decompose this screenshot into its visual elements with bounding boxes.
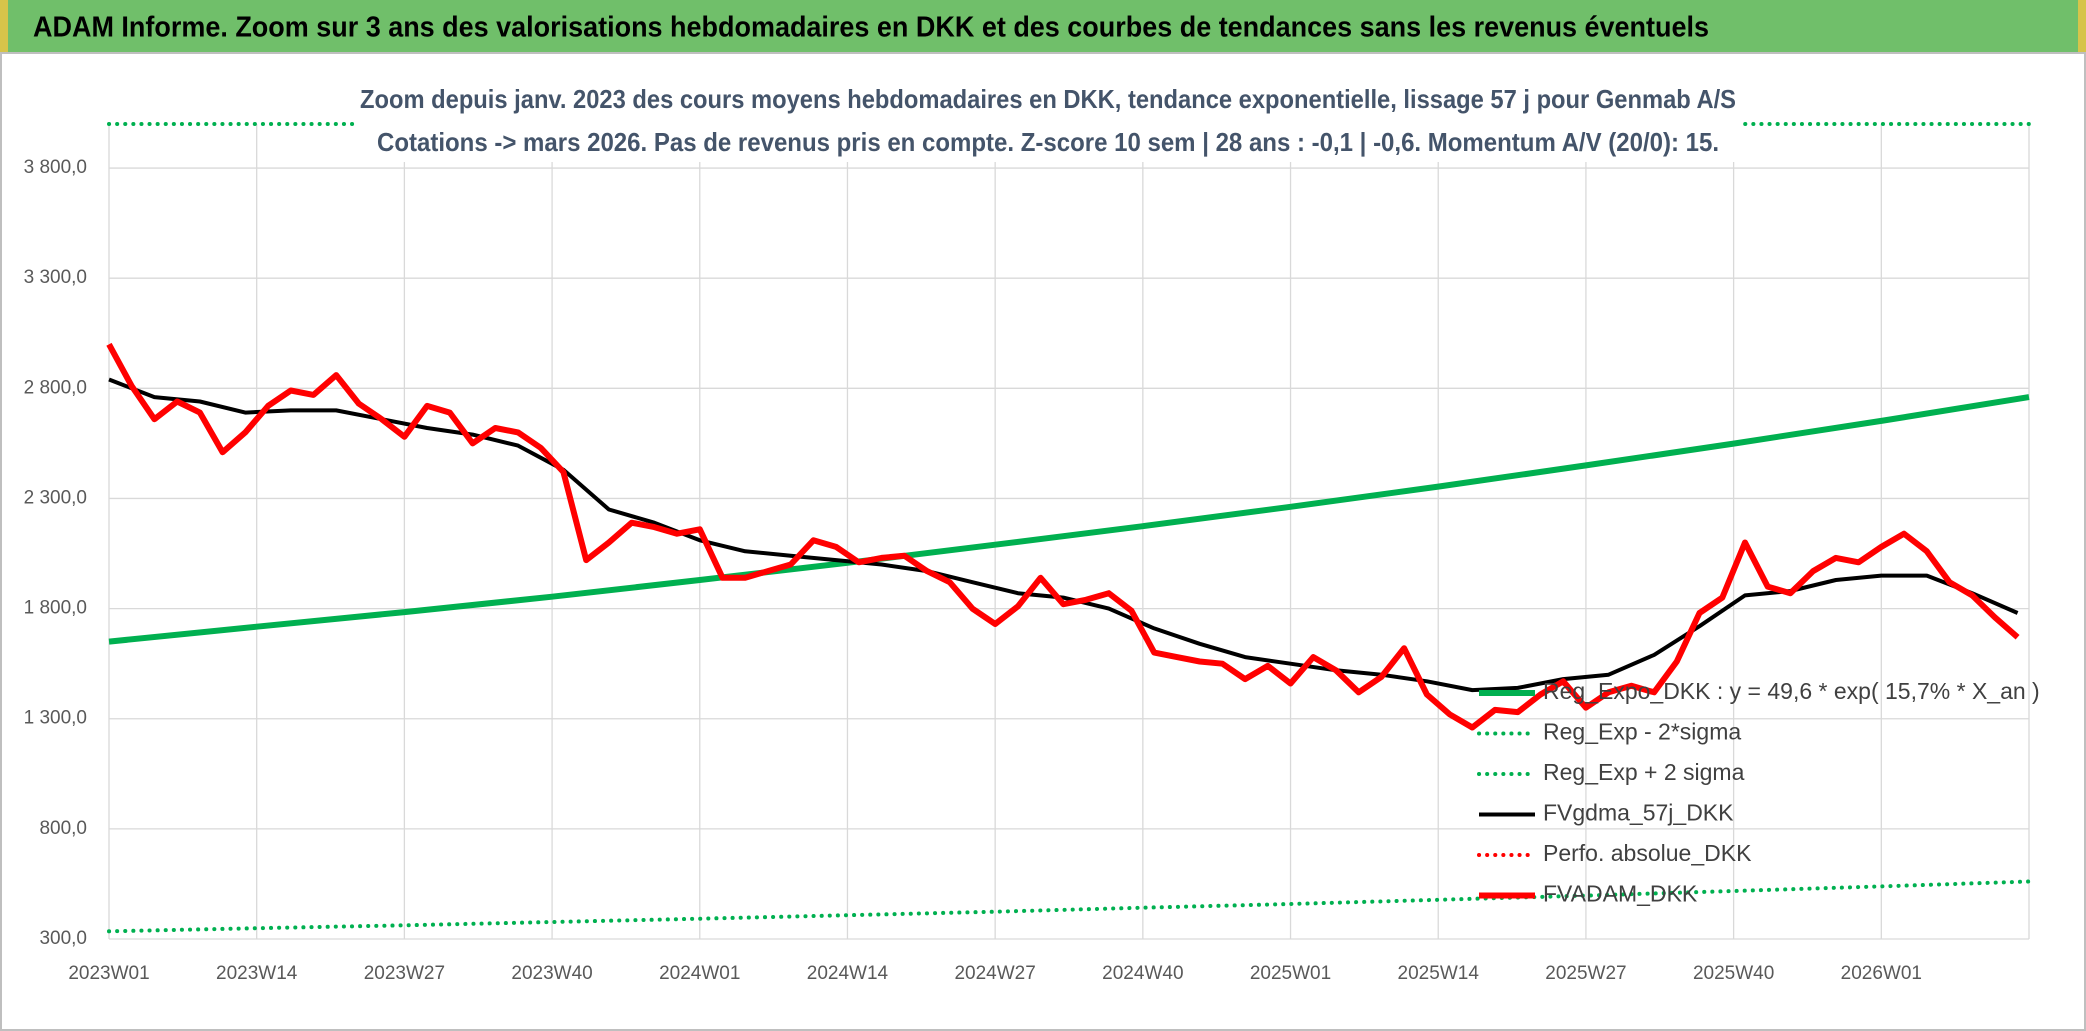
page-title: ADAM Informe. Zoom sur 3 ans des valoris… bbox=[33, 12, 1709, 44]
legend-label: FVADAM_DKK bbox=[1543, 881, 1698, 907]
title-background bbox=[355, 80, 1742, 162]
y-tick-label: 2 300,0 bbox=[24, 487, 87, 508]
legend-label: FVgdma_57j_DKK bbox=[1543, 800, 1734, 826]
x-tick-label: 2025W40 bbox=[1693, 963, 1774, 984]
x-tick-label: 2023W40 bbox=[511, 963, 592, 984]
y-tick-label: 300,0 bbox=[39, 928, 87, 949]
chart-subtitle: Cotations -> mars 2026. Pas de revenus p… bbox=[377, 127, 1719, 157]
series-line bbox=[106, 342, 2020, 731]
series-lines bbox=[106, 122, 2031, 934]
legend-label: Reg_Exp + 2 sigma bbox=[1543, 759, 1745, 785]
x-tick-label: 2023W14 bbox=[216, 963, 298, 984]
y-tick-label: 1 300,0 bbox=[24, 708, 87, 729]
x-tick-label: 2024W14 bbox=[807, 963, 889, 984]
series-line bbox=[108, 394, 2030, 645]
x-tick-label: 2023W01 bbox=[68, 963, 149, 984]
chart-title: Zoom depuis janv. 2023 des cours moyens … bbox=[360, 84, 1736, 114]
y-tick-label: 1 800,0 bbox=[24, 598, 87, 619]
x-tick-label: 2024W40 bbox=[1102, 963, 1183, 984]
banner-edge bbox=[2078, 0, 2086, 53]
x-tick-label: 2025W14 bbox=[1398, 963, 1480, 984]
series-line bbox=[107, 879, 2031, 934]
x-tick-label: 2025W01 bbox=[1250, 963, 1331, 984]
y-tick-label: 3 800,0 bbox=[24, 157, 87, 178]
series-line bbox=[108, 377, 2019, 693]
header-banner bbox=[0, 0, 2086, 53]
x-tick-label: 2023W27 bbox=[364, 963, 445, 984]
x-tick-label: 2024W27 bbox=[954, 963, 1035, 984]
legend-label: Reg_Expo_DKK : y = 49,6 * exp( 15,7% * X… bbox=[1543, 678, 2040, 704]
legend: Reg_Expo_DKK : y = 49,6 * exp( 15,7% * X… bbox=[1477, 678, 2040, 907]
chart-frame bbox=[0, 52, 2086, 1031]
y-tick-label: 3 300,0 bbox=[24, 267, 87, 288]
legend-label: Reg_Exp - 2*sigma bbox=[1543, 719, 1741, 745]
x-tick-label: 2024W01 bbox=[659, 963, 740, 984]
x-tick-label: 2026W01 bbox=[1841, 963, 1922, 984]
y-tick-label: 2 800,0 bbox=[24, 377, 87, 398]
legend-label: Perfo. absolue_DKK bbox=[1543, 840, 1752, 866]
banner-edge bbox=[0, 0, 8, 53]
y-tick-label: 800,0 bbox=[39, 818, 87, 839]
x-tick-label: 2025W27 bbox=[1545, 963, 1626, 984]
